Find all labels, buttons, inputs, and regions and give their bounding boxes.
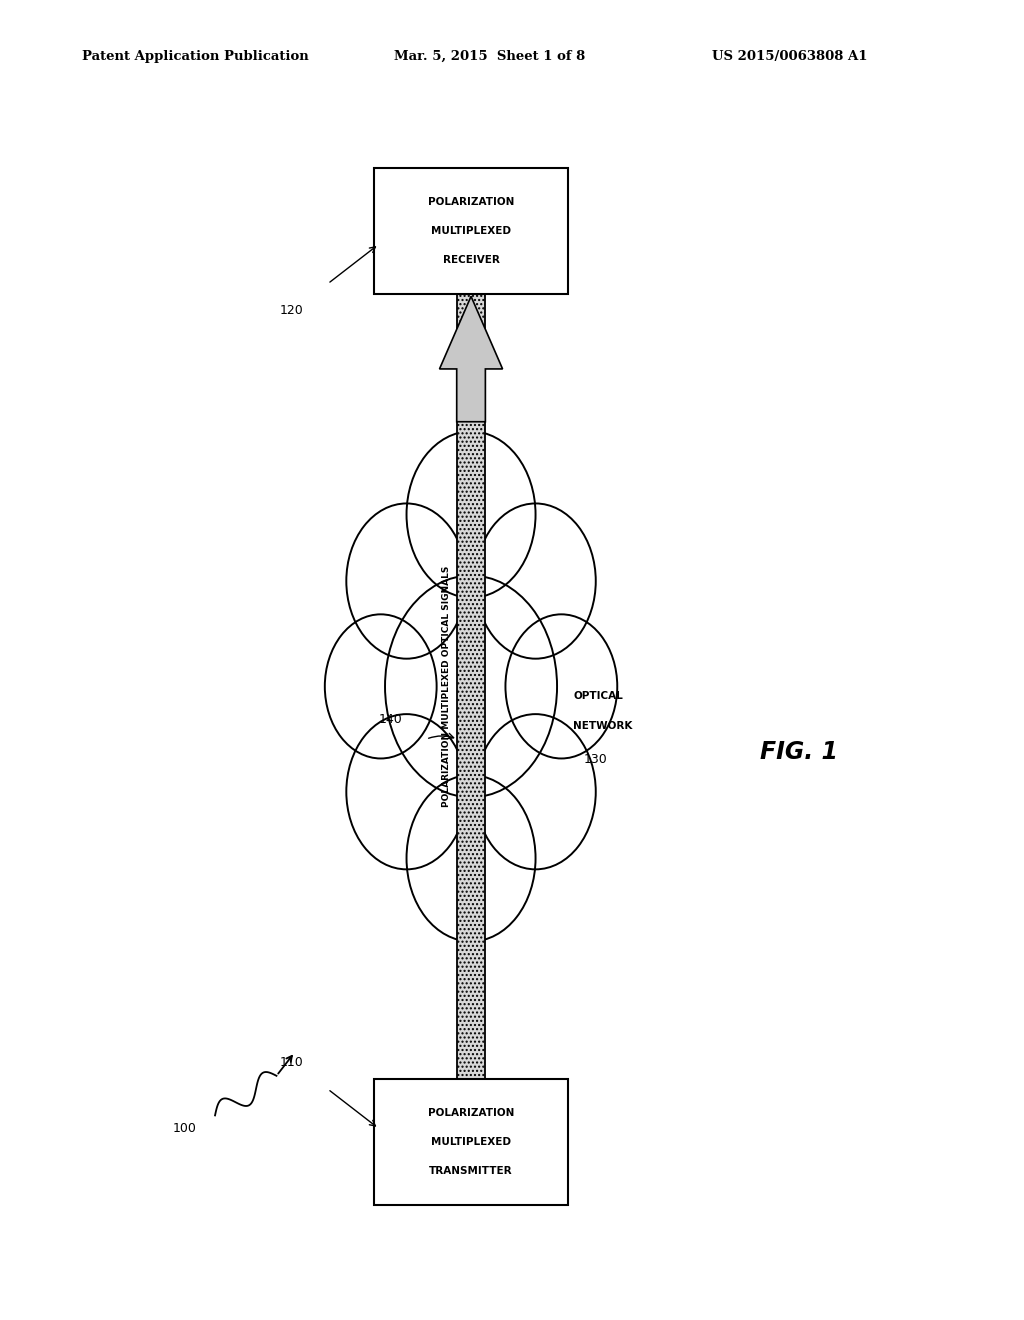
Text: RECEIVER: RECEIVER (442, 255, 500, 265)
Text: FIG. 1: FIG. 1 (760, 741, 838, 764)
Circle shape (407, 432, 536, 598)
Text: 120: 120 (280, 304, 304, 317)
Text: POLARIZATION: POLARIZATION (428, 1107, 514, 1118)
Text: 110: 110 (280, 1056, 304, 1069)
Text: POLARIZATION: POLARIZATION (428, 197, 514, 207)
FancyBboxPatch shape (374, 1080, 568, 1204)
Bar (457, 294, 485, 1080)
Circle shape (475, 714, 596, 870)
Text: OPTICAL: OPTICAL (573, 690, 624, 701)
Bar (457, 294, 485, 1080)
Circle shape (325, 614, 436, 759)
Text: Mar. 5, 2015  Sheet 1 of 8: Mar. 5, 2015 Sheet 1 of 8 (394, 50, 586, 63)
Text: Patent Application Publication: Patent Application Publication (82, 50, 308, 63)
Circle shape (475, 503, 596, 659)
Text: 130: 130 (584, 752, 607, 766)
Circle shape (346, 714, 467, 870)
Text: 100: 100 (172, 1122, 197, 1135)
Polygon shape (439, 297, 503, 422)
Text: 140: 140 (378, 713, 402, 726)
Text: US 2015/0063808 A1: US 2015/0063808 A1 (712, 50, 867, 63)
Circle shape (506, 614, 617, 759)
Circle shape (346, 503, 467, 659)
FancyBboxPatch shape (374, 169, 568, 294)
Circle shape (407, 775, 536, 941)
Circle shape (385, 576, 557, 797)
Text: NETWORK: NETWORK (573, 721, 633, 731)
Text: TRANSMITTER: TRANSMITTER (429, 1166, 513, 1176)
Text: MULTIPLEXED: MULTIPLEXED (431, 1137, 511, 1147)
Text: MULTIPLEXED: MULTIPLEXED (431, 226, 511, 236)
Text: POLARIZATION MULTIPLEXED OPTICAL SIGNALS: POLARIZATION MULTIPLEXED OPTICAL SIGNALS (441, 566, 451, 807)
